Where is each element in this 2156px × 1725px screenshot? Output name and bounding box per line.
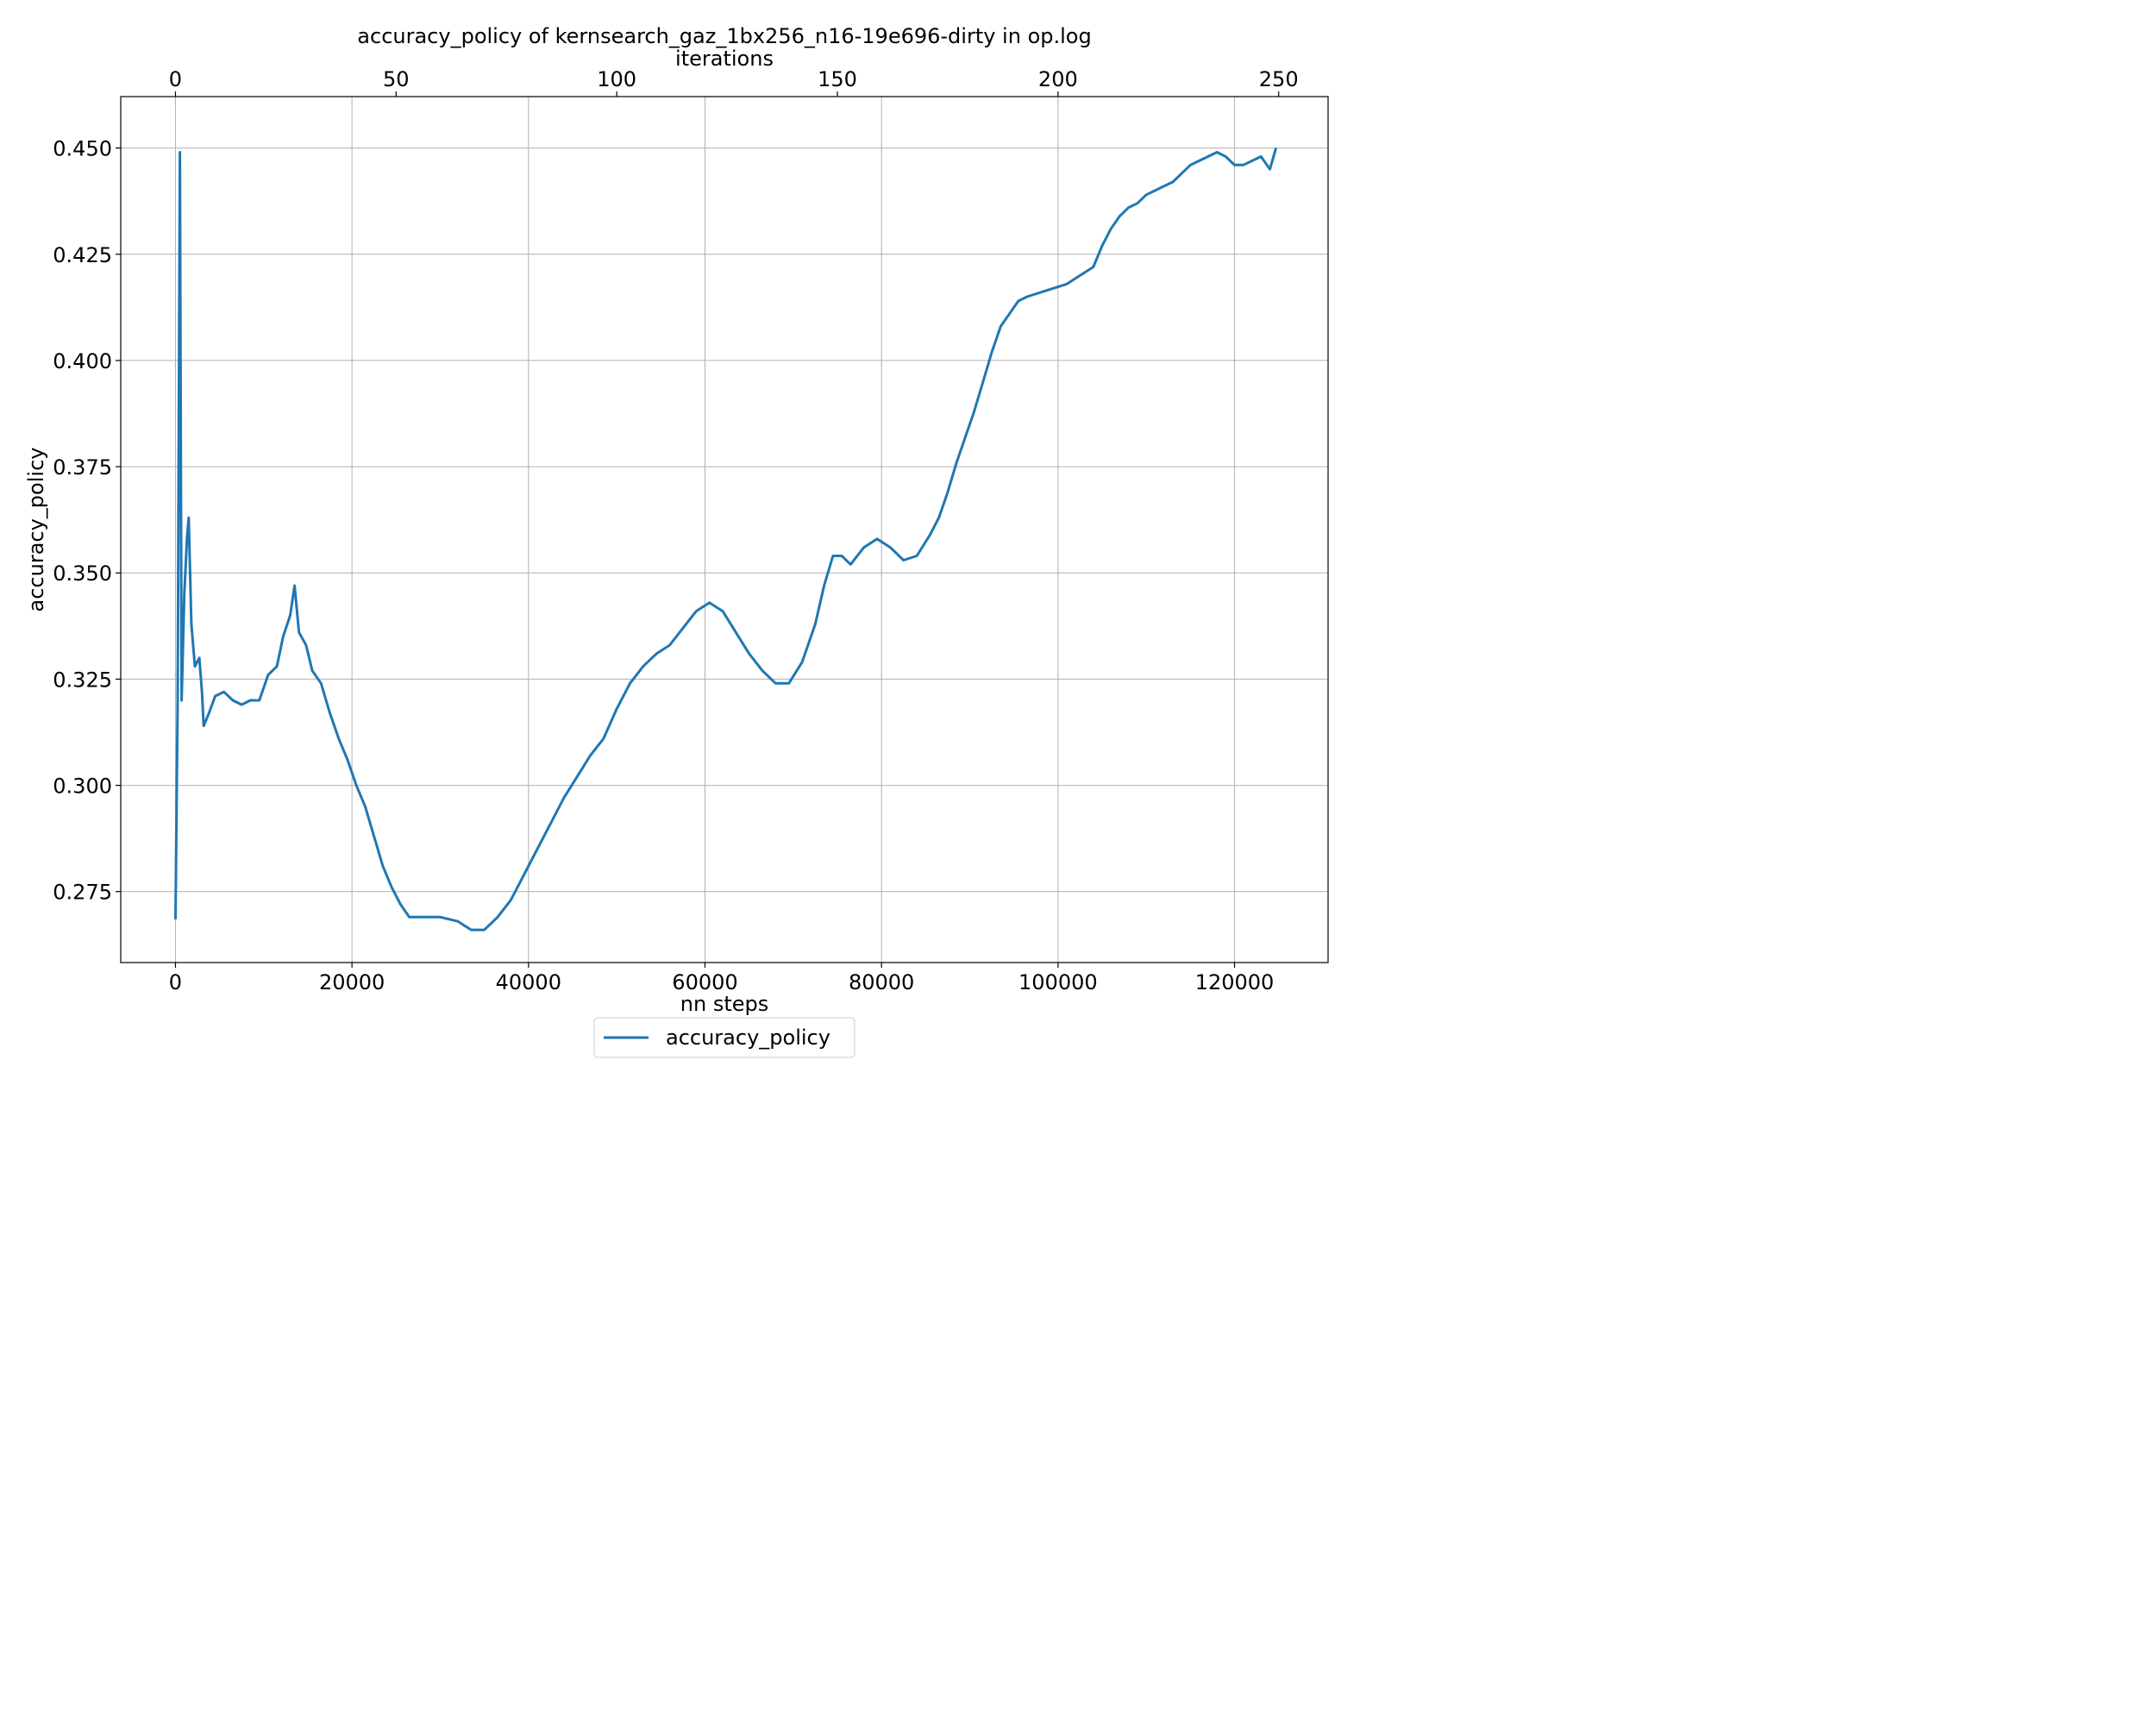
top-tick-label: 150 [818, 67, 857, 91]
top-axis-label: iterations [675, 47, 774, 71]
y-tick-label: 0.425 [53, 243, 112, 267]
y-tick-label: 0.375 [53, 455, 112, 480]
series-line-accuracy-policy [174, 147, 1278, 932]
y-tick-label: 0.275 [53, 881, 112, 905]
chart-title: accuracy_policy of kernsearch_gaz_1bx256… [357, 24, 1091, 48]
top-tick-label: 100 [597, 67, 636, 91]
top-tick-label: 200 [1038, 67, 1078, 91]
x-axis-label: nn steps [680, 992, 768, 1016]
y-tick-label: 0.350 [53, 561, 112, 586]
x-tick-label: 80000 [849, 970, 914, 994]
tick-marks [116, 91, 1280, 968]
top-tick-label: 0 [169, 67, 182, 91]
line-chart: 0 20000 40000 60000 80000 100000 120000 0.275 0.… [24, 24, 1329, 1058]
legend-entry: accuracy_policy [666, 1026, 830, 1050]
x-tick-label: 40000 [496, 970, 561, 994]
y-axis-label: accuracy_policy [24, 448, 48, 612]
top-tick-label: 250 [1259, 67, 1299, 91]
x-tick-label: 60000 [672, 970, 737, 994]
y-tick-label: 0.300 [53, 775, 112, 799]
grid-lines [121, 97, 1328, 963]
y-tick-label: 0.400 [53, 349, 112, 373]
y-tick-label: 0.325 [53, 668, 112, 692]
legend-box [593, 1017, 856, 1058]
series-layer [174, 147, 1278, 932]
legend: accuracy_policy [593, 1017, 856, 1058]
x-tick-label: 0 [169, 970, 182, 994]
plot-frame [120, 96, 1329, 963]
x-tick-label: 120000 [1195, 970, 1275, 994]
top-tick-label: 50 [383, 67, 410, 91]
y-tick-label: 0.450 [53, 137, 112, 161]
x-tick-label: 20000 [319, 970, 385, 994]
tick-labels: 0 20000 40000 60000 80000 100000 120000 0.275 0.… [53, 67, 1298, 994]
x-tick-label: 100000 [1018, 970, 1098, 994]
